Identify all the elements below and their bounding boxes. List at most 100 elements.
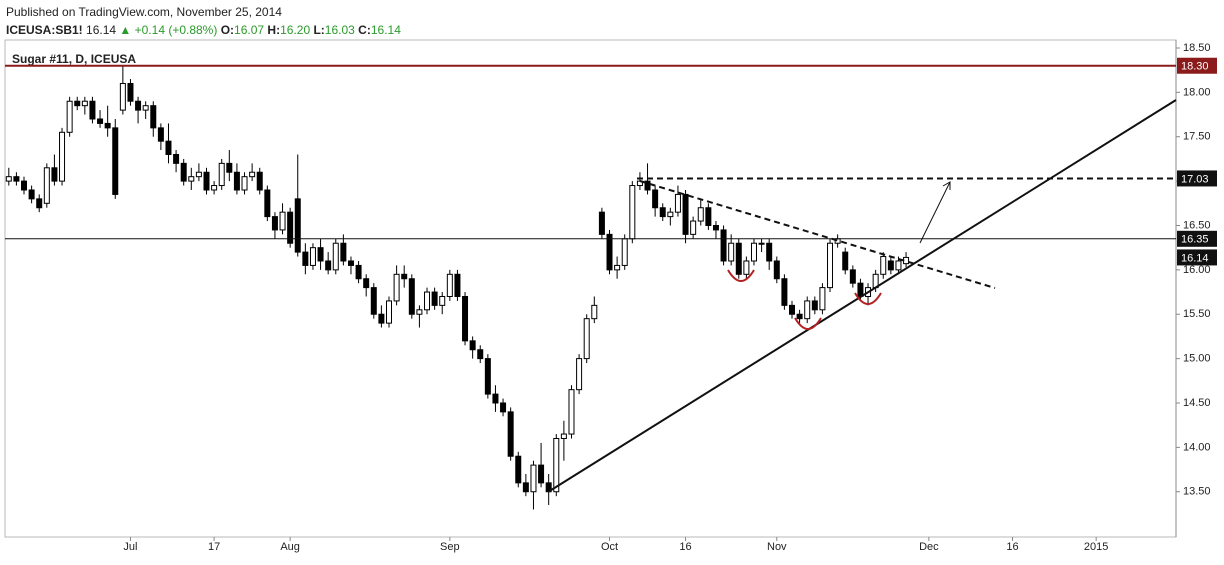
candle-body — [317, 247, 324, 262]
candle-body — [393, 273, 400, 302]
candle-body — [370, 287, 377, 315]
high: 16.20 — [280, 23, 311, 37]
candle-body — [226, 162, 233, 173]
x-tick-label: 17 — [208, 541, 220, 553]
candle-body — [895, 260, 902, 271]
x-tick-label: 2015 — [1084, 541, 1108, 553]
candle-body — [271, 216, 278, 231]
candle-body — [682, 193, 689, 235]
candle-body — [591, 304, 598, 320]
change-value: +0.14 (+0.88%) — [134, 23, 218, 37]
candle-body — [568, 389, 575, 435]
candle-body — [796, 313, 803, 320]
y-tick-label: 17.50 — [1183, 131, 1211, 143]
chart-title: Sugar #11, D, ICEUSA — [12, 52, 136, 66]
candle-body — [781, 278, 788, 306]
candle-body — [142, 105, 149, 111]
candle-body — [659, 207, 666, 218]
candle-body — [819, 287, 826, 311]
candle-body — [827, 242, 834, 289]
candle-body — [5, 176, 12, 182]
open: 16.07 — [234, 23, 265, 37]
y-tick-label: 15.00 — [1183, 353, 1211, 365]
candle-body — [89, 100, 96, 120]
candle-body — [408, 278, 415, 315]
candle-body — [621, 238, 628, 266]
y-tick-label: 18.00 — [1183, 86, 1211, 98]
candle-body — [705, 207, 712, 226]
candle-body — [157, 127, 164, 142]
candle-body — [849, 269, 856, 284]
candle-body — [180, 162, 187, 182]
candle-body — [13, 176, 20, 182]
candle-body — [424, 291, 431, 311]
candle-body — [697, 207, 704, 222]
last: 16.14 — [86, 23, 117, 37]
candle-body — [712, 224, 719, 231]
candle-body — [173, 153, 180, 164]
x-tick-label: Nov — [767, 541, 787, 553]
candle-body — [188, 176, 195, 182]
candle-body — [256, 171, 263, 191]
candle-body — [880, 256, 887, 275]
candle-body — [127, 82, 134, 102]
high-key: H: — [267, 23, 281, 37]
candle-body — [773, 260, 780, 280]
candle-body — [842, 251, 849, 271]
candle-body — [36, 198, 43, 209]
resistance-trendline — [639, 180, 996, 289]
x-tick-label: Oct — [601, 541, 618, 553]
candle-body — [735, 242, 742, 275]
candle-body — [355, 264, 362, 280]
candle-body — [340, 242, 347, 262]
candle-body — [789, 304, 796, 315]
level-badge — [1177, 230, 1217, 247]
candle-body — [469, 340, 476, 351]
candle-body — [500, 402, 507, 413]
target-arrow — [919, 181, 951, 244]
candle-body — [347, 260, 354, 266]
candle-body — [195, 171, 202, 178]
change: ▲ +0.14 (+0.88%) — [119, 23, 218, 37]
candle-body — [211, 185, 218, 191]
candle-body — [81, 100, 88, 107]
x-tick-label: 16 — [1006, 541, 1018, 553]
candle-body — [416, 309, 423, 315]
candle-body — [766, 242, 773, 262]
candle-body — [332, 242, 339, 271]
candle-body — [538, 464, 545, 484]
candle-body — [887, 260, 894, 271]
marks — [5, 65, 910, 510]
candle-body — [515, 455, 522, 484]
arrow-head — [942, 181, 951, 190]
candle-body — [439, 295, 446, 306]
y-tick-label: 15.50 — [1183, 308, 1211, 320]
head-arc — [794, 317, 822, 330]
candle-body — [59, 131, 66, 182]
candle-body — [218, 162, 225, 187]
shoulder-arc — [854, 292, 882, 305]
candle-body — [690, 220, 697, 235]
level-badge — [1177, 249, 1217, 266]
candle-body — [720, 229, 727, 262]
candle-body — [264, 189, 271, 218]
candle-body — [636, 180, 643, 187]
candle-body — [66, 100, 73, 133]
candle-body — [203, 171, 210, 191]
low: 16.03 — [324, 23, 355, 37]
candle-body — [560, 433, 567, 439]
level-label: 17.03 — [1181, 173, 1209, 185]
close-key: C: — [358, 23, 371, 37]
candle-body — [249, 171, 256, 178]
candle-body — [674, 193, 681, 213]
candle-body — [150, 105, 157, 129]
candle-body — [614, 264, 621, 271]
candle-body — [644, 180, 651, 191]
candle-body — [279, 211, 286, 231]
x-tick-label: Sep — [440, 541, 460, 553]
x-tick-label: Jul — [123, 541, 137, 553]
candle-body — [857, 282, 864, 297]
close: 16.14 — [370, 23, 401, 37]
